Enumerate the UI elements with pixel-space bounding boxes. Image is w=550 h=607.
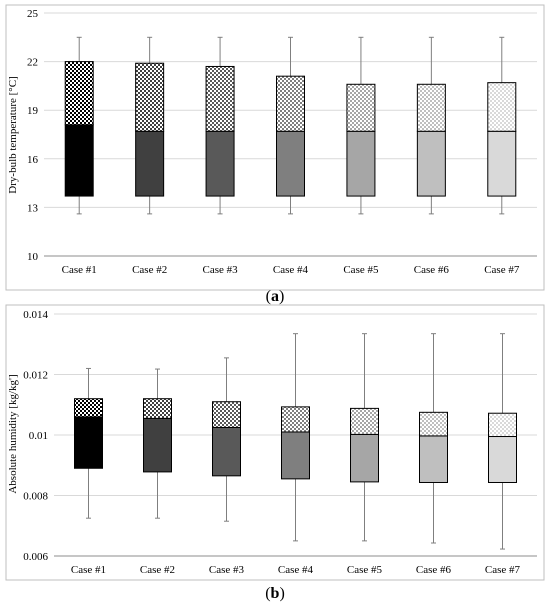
box-upper-pattern-a bbox=[276, 75, 305, 132]
box-lower-a bbox=[276, 130, 305, 197]
x-tick-label-b: Case #1 bbox=[71, 564, 106, 576]
box-a-6 bbox=[416, 36, 446, 215]
y-tick-label-a: 10 bbox=[27, 251, 39, 263]
boxes-a bbox=[64, 36, 517, 215]
panel-letter-b: b bbox=[271, 585, 280, 602]
x-tick-labels-b: Case #1 Case #2 Case #3 Case #4 Case #5 Case … bbox=[71, 564, 521, 576]
box-lower-b bbox=[488, 436, 517, 483]
box-upper-pattern-a bbox=[135, 62, 165, 132]
x-tick-label-b: Case #2 bbox=[140, 564, 175, 576]
box-upper-pattern-b bbox=[419, 411, 448, 437]
box-upper-pattern-b bbox=[281, 406, 310, 433]
box-lower-a bbox=[205, 130, 235, 197]
box-lower-b bbox=[350, 433, 379, 483]
y-axis-label-b: Absolute humidity [kg/kg'] bbox=[7, 374, 19, 493]
x-tick-label-a: Case #5 bbox=[343, 264, 379, 276]
x-tick-label-b: Case #5 bbox=[347, 564, 383, 576]
x-tick-labels-a: Case #1 Case #2 Case #3 Case #4 Case #5 Case … bbox=[62, 264, 520, 276]
panel-label-a: (a) bbox=[266, 288, 285, 305]
box-a-7 bbox=[487, 36, 517, 215]
plot-frame-a bbox=[5, 4, 545, 291]
y-axis-label-a: Dry-bulb temperature [°C] bbox=[7, 76, 19, 193]
box-b-3 bbox=[212, 357, 241, 522]
box-lower-a bbox=[346, 130, 376, 197]
x-tick-label-a: Case #1 bbox=[62, 264, 97, 276]
y-tick-label-a: 16 bbox=[27, 154, 39, 166]
box-lower-a bbox=[135, 130, 165, 197]
y-tick-label-a: 19 bbox=[27, 105, 39, 117]
box-b-4 bbox=[281, 333, 310, 542]
box-upper-pattern-a bbox=[205, 65, 235, 132]
box-lower-b bbox=[74, 416, 103, 469]
panel-label-b: (b) bbox=[265, 585, 285, 602]
x-tick-label-a: Case #6 bbox=[414, 264, 450, 276]
x-tick-label-a: Case #3 bbox=[203, 264, 239, 276]
x-tick-label-a: Case #7 bbox=[484, 264, 520, 276]
box-lower-b bbox=[143, 417, 172, 473]
box-b-2 bbox=[143, 368, 172, 519]
box-upper-pattern-a bbox=[64, 61, 94, 126]
box-b-5 bbox=[350, 333, 379, 542]
box-upper-pattern-b bbox=[74, 398, 103, 418]
box-lower-a bbox=[487, 130, 517, 197]
box-upper-pattern-a bbox=[346, 83, 376, 132]
box-upper-pattern-b bbox=[350, 407, 379, 435]
y-tick-label-b: 0.01 bbox=[29, 430, 48, 442]
box-b-1 bbox=[74, 367, 103, 519]
box-a-3 bbox=[205, 36, 235, 215]
box-upper-pattern-b bbox=[143, 398, 172, 419]
box-b-7 bbox=[488, 333, 517, 550]
y-tick-label-a: 25 bbox=[27, 8, 39, 20]
x-tick-label-b: Case #3 bbox=[209, 564, 245, 576]
plot-frame-b bbox=[5, 304, 545, 581]
box-lower-b bbox=[212, 426, 241, 477]
y-tick-label-a: 13 bbox=[27, 202, 39, 214]
box-upper-pattern-a bbox=[416, 83, 446, 132]
x-tick-label-a: Case #2 bbox=[132, 264, 167, 276]
x-tick-label-b: Case #7 bbox=[485, 564, 521, 576]
x-tick-label-a: Case #4 bbox=[273, 264, 309, 276]
y-tick-labels-b: 0.006 0.008 0.01 0.012 0.014 bbox=[23, 309, 48, 563]
box-lower-a bbox=[416, 130, 446, 197]
boxes-b bbox=[74, 333, 517, 550]
box-lower-b bbox=[281, 431, 310, 480]
box-upper-pattern-a bbox=[487, 82, 517, 132]
y-tick-labels-a: 10 13 16 19 22 25 bbox=[27, 8, 39, 263]
panel-letter-a: a bbox=[271, 288, 279, 305]
box-lower-a bbox=[64, 124, 94, 197]
box-a-5 bbox=[346, 36, 376, 215]
box-a-4 bbox=[276, 36, 305, 215]
box-upper-pattern-b bbox=[488, 412, 517, 438]
y-tick-label-a: 22 bbox=[27, 57, 38, 69]
box-b-6 bbox=[419, 333, 448, 544]
box-a-2 bbox=[135, 36, 165, 215]
y-tick-label-b: 0.008 bbox=[23, 491, 48, 503]
x-tick-label-b: Case #4 bbox=[278, 564, 314, 576]
box-a-1 bbox=[64, 36, 94, 215]
y-tick-label-b: 0.006 bbox=[23, 551, 48, 563]
x-tick-label-b: Case #6 bbox=[416, 564, 452, 576]
y-tick-label-b: 0.014 bbox=[23, 309, 48, 321]
box-upper-pattern-b bbox=[212, 401, 241, 428]
y-tick-label-b: 0.012 bbox=[23, 370, 48, 382]
box-lower-b bbox=[419, 435, 448, 483]
